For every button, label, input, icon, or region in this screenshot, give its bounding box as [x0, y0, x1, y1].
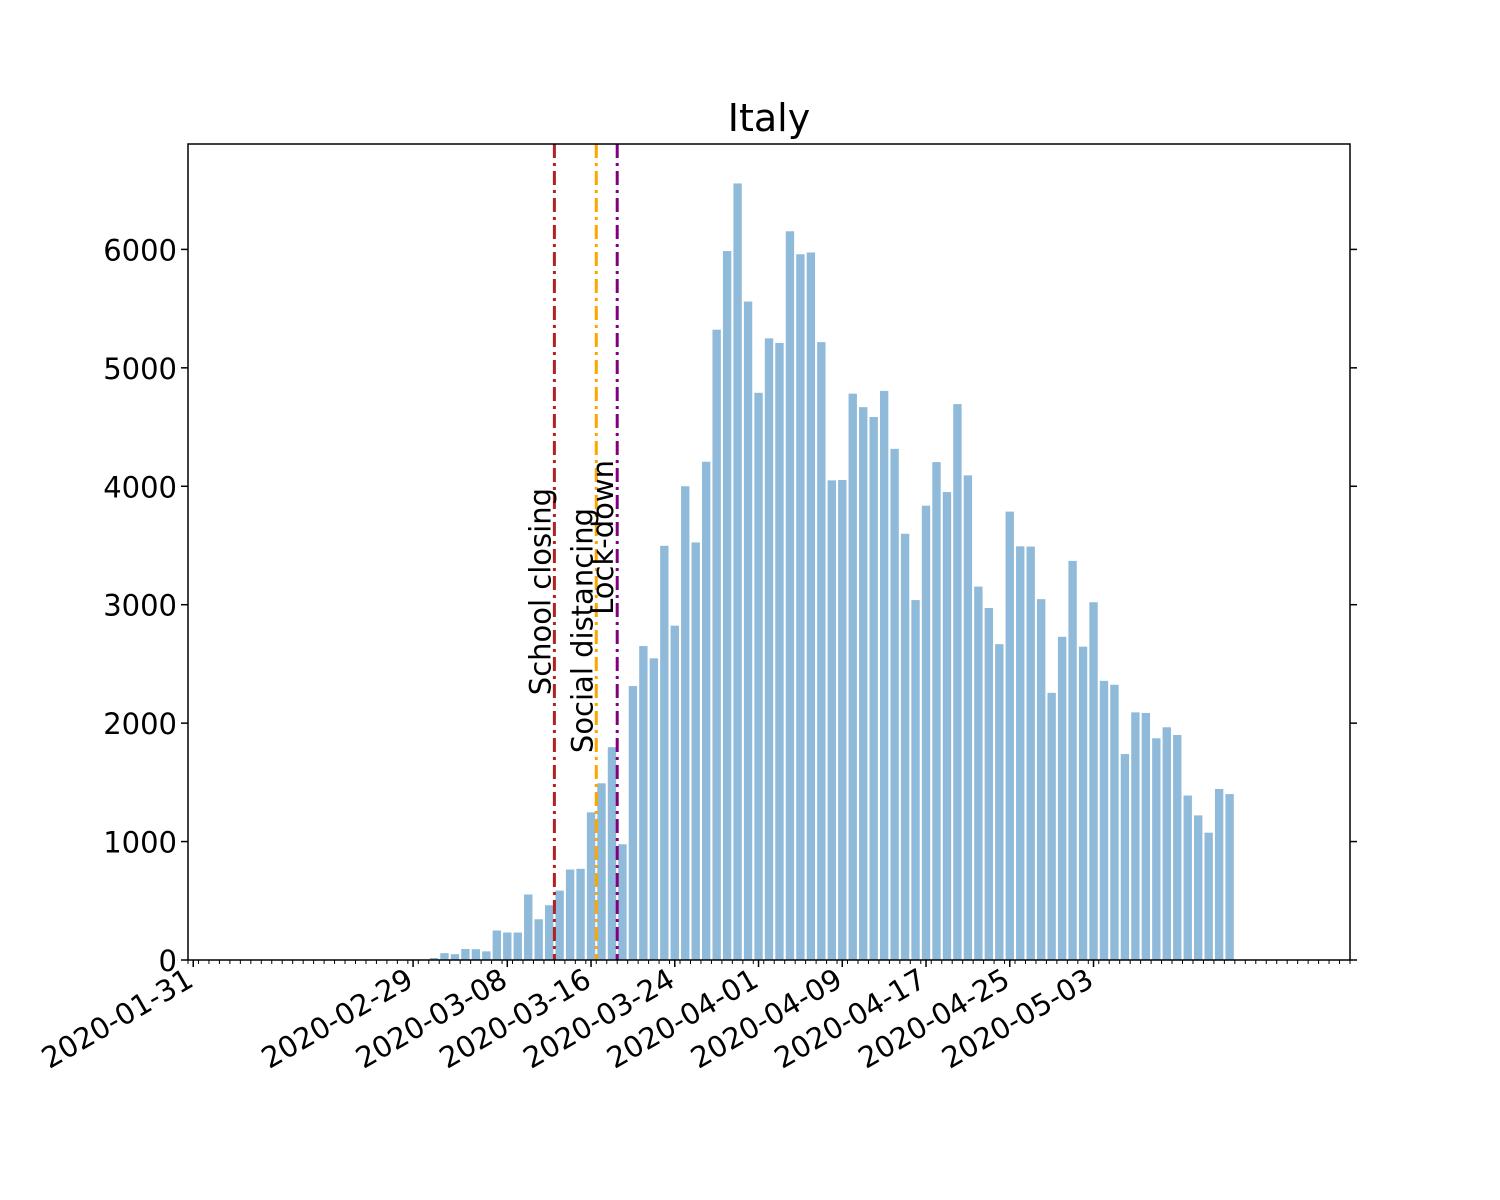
bar — [722, 251, 732, 960]
bar — [869, 416, 878, 960]
y-tick-label: 0 — [159, 944, 177, 978]
bar — [440, 953, 449, 960]
bar — [953, 404, 962, 961]
bar — [628, 686, 638, 960]
bar — [921, 505, 931, 960]
bar — [1057, 636, 1067, 960]
bar — [900, 533, 910, 960]
bar — [1131, 712, 1140, 960]
bar — [963, 475, 973, 960]
bar — [1214, 788, 1224, 960]
bar — [859, 407, 868, 960]
bar — [911, 600, 920, 960]
bar — [691, 542, 700, 960]
bar — [597, 783, 606, 960]
bar — [796, 254, 805, 960]
bar — [534, 919, 543, 960]
bars-group — [429, 183, 1234, 961]
bar — [1141, 712, 1151, 960]
bar — [607, 747, 617, 960]
bar — [775, 342, 784, 961]
bar — [461, 948, 470, 960]
event-label: Lock-down — [586, 460, 620, 615]
bar — [879, 390, 889, 960]
bar — [639, 646, 648, 960]
y-tick-label: 3000 — [103, 589, 177, 623]
bar — [429, 957, 439, 960]
bar — [764, 338, 774, 961]
bar — [932, 462, 941, 960]
bar — [733, 183, 742, 960]
bar — [649, 658, 659, 960]
bar — [1047, 692, 1056, 960]
y-tick-label: 6000 — [103, 233, 177, 267]
bar — [817, 342, 826, 960]
bar — [482, 951, 491, 960]
bar — [1204, 832, 1213, 960]
bar — [1110, 684, 1119, 960]
bar — [754, 392, 763, 961]
bar — [1005, 511, 1014, 960]
bar — [1068, 560, 1077, 960]
y-tick-label: 5000 — [103, 352, 177, 386]
y-tick-label: 2000 — [103, 707, 177, 741]
bar — [513, 932, 522, 960]
bar — [586, 812, 596, 960]
bar — [743, 301, 753, 960]
bar — [670, 625, 679, 960]
bar — [848, 393, 857, 960]
bar — [1026, 546, 1035, 960]
bar — [1120, 754, 1130, 960]
plot-frame — [187, 143, 1351, 961]
bar — [702, 461, 711, 960]
bar — [544, 905, 554, 960]
y-axis: 0 1000 2000 3000 4000 5000 6000 — [103, 233, 1357, 978]
bar — [618, 844, 627, 960]
bar — [712, 329, 721, 960]
bar — [785, 231, 795, 960]
bar — [565, 869, 575, 960]
bar — [1089, 602, 1098, 960]
bar — [1099, 680, 1109, 960]
event-label: Social distancing — [565, 508, 599, 753]
bar — [838, 479, 847, 960]
bar — [503, 932, 512, 960]
bar — [681, 486, 690, 960]
bar — [660, 545, 669, 960]
bar — [827, 480, 836, 960]
y-tick-label: 1000 — [103, 826, 177, 860]
bar — [1173, 734, 1182, 960]
chart-title: Italy — [728, 96, 810, 140]
bar — [524, 894, 533, 960]
bar — [1225, 794, 1234, 960]
bar — [1183, 795, 1192, 960]
event-label: School closing — [523, 488, 557, 695]
bar — [984, 608, 994, 960]
y-tick-label: 4000 — [103, 470, 177, 504]
bar — [1036, 599, 1046, 960]
bar — [576, 868, 585, 960]
bar — [1152, 738, 1161, 960]
bar — [1162, 727, 1171, 960]
bar — [492, 930, 501, 960]
bar — [450, 954, 460, 960]
bar — [806, 252, 816, 961]
bar — [1016, 546, 1025, 960]
bar — [890, 448, 899, 960]
bar — [1194, 815, 1203, 960]
bar — [471, 949, 481, 960]
bar — [995, 644, 1004, 960]
bar — [974, 586, 983, 960]
bar — [1078, 646, 1088, 960]
bar — [555, 890, 564, 960]
bar — [942, 492, 952, 960]
